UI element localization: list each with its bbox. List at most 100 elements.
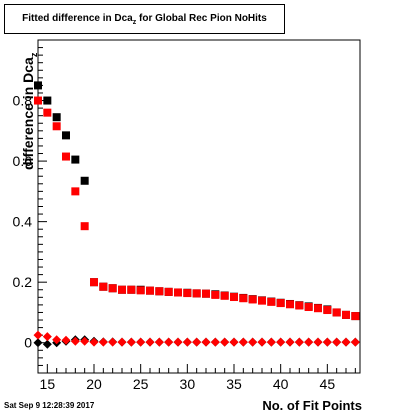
data-point-diamond [154, 337, 164, 347]
data-point-square [90, 278, 98, 287]
data-point-square [127, 285, 136, 294]
data-point-diamond [61, 335, 71, 345]
data-point-diamond [276, 337, 286, 347]
chart-title-rest: for Global Rec Pion NoHits [136, 13, 267, 24]
data-point-diamond [350, 337, 360, 347]
x-tick-label: 45 [320, 376, 336, 392]
timestamp: Sat Sep 9 12:28:39 2017 [4, 401, 95, 410]
x-tick-label: 20 [86, 376, 102, 392]
data-point-diamond [332, 337, 342, 347]
data-point-square [52, 113, 61, 122]
data-point-square [62, 152, 70, 161]
data-point-square [99, 282, 108, 291]
data-point-square [146, 286, 154, 295]
y-tick-label: 0.4 [13, 214, 33, 230]
data-point-diamond [210, 337, 220, 347]
data-point-diamond [229, 337, 239, 347]
data-point-diamond [108, 337, 118, 347]
data-point-square [34, 96, 42, 105]
data-point-diamond [80, 336, 90, 346]
data-point-square [183, 289, 192, 298]
data-point-square [342, 310, 350, 319]
data-point-diamond [341, 337, 351, 347]
data-point-square [43, 96, 52, 105]
x-tick-label: 30 [180, 376, 196, 392]
data-point-square [295, 301, 304, 310]
data-point-square [118, 285, 126, 294]
data-point-square [71, 155, 80, 164]
data-point-square [80, 222, 89, 231]
data-point-square [108, 284, 117, 293]
data-point-square [34, 81, 42, 90]
data-point-diamond [52, 335, 62, 345]
y-tick-label: 0 [24, 335, 32, 351]
data-point-square [239, 294, 248, 303]
data-point-square [332, 308, 341, 317]
data-point-square [286, 300, 294, 309]
data-point-diamond [285, 337, 295, 347]
data-point-diamond [257, 337, 267, 347]
data-point-diamond [294, 337, 304, 347]
data-point-square [52, 122, 61, 131]
data-point-square [43, 108, 52, 117]
data-point-diamond [164, 337, 174, 347]
data-marks [33, 81, 360, 349]
chart-title-box: Fitted difference in Dcaz for Global Rec… [4, 4, 285, 34]
x-tick-label: 35 [226, 376, 242, 392]
y-tick-label: 0.6 [13, 153, 33, 169]
data-point-square [314, 304, 322, 313]
y-tick-label: 0.2 [13, 274, 33, 290]
data-point-diamond [238, 337, 248, 347]
data-point-square [155, 287, 164, 296]
plot-frame [37, 39, 361, 374]
chart-title-main: Fitted difference in Dca [22, 13, 133, 24]
data-point-diamond [304, 337, 314, 347]
data-point-square [351, 312, 360, 321]
y-tick-label: 0.8 [13, 93, 33, 109]
data-point-diamond [33, 338, 43, 348]
chart-title-subscript: z [132, 19, 137, 26]
data-point-diamond [145, 337, 155, 347]
data-point-diamond [42, 339, 52, 349]
chart-title: Fitted difference in Dcaz for Global Rec… [5, 13, 284, 26]
data-point-diamond [192, 337, 202, 347]
y-axis-label: difference in Dcaz [20, 53, 39, 170]
data-point-square [62, 131, 70, 140]
data-point-square [174, 288, 182, 297]
data-point-square [230, 293, 238, 302]
data-point-diamond [136, 337, 146, 347]
data-point-diamond [322, 337, 332, 347]
data-point-diamond [248, 337, 258, 347]
data-point-diamond [117, 337, 127, 347]
data-point-diamond [201, 337, 211, 347]
data-point-square [164, 287, 173, 296]
data-point-square [71, 187, 80, 196]
data-point-square [80, 176, 89, 185]
y-axis-label-main: difference in Dca [20, 57, 36, 170]
data-point-diamond [266, 337, 276, 347]
x-axis-label: No. of Fit Points [262, 398, 362, 413]
data-point-square [267, 297, 276, 306]
x-tick-label: 15 [40, 376, 56, 392]
data-point-diamond [126, 337, 136, 347]
data-point-square [220, 291, 229, 300]
data-point-square [323, 306, 332, 315]
axis-ticks [37, 39, 356, 374]
data-point-diamond [98, 337, 108, 347]
data-point-square [136, 286, 145, 295]
data-point-diamond [33, 330, 43, 340]
data-point-diamond [173, 337, 183, 347]
data-point-diamond [313, 337, 323, 347]
y-axis-label-subscript: z [28, 52, 39, 58]
data-point-square [192, 289, 201, 298]
x-tick-label: 40 [273, 376, 289, 392]
data-point-diamond [220, 337, 230, 347]
data-point-square [211, 290, 220, 299]
data-point-diamond [89, 337, 99, 347]
axis-tick-labels: 15 20 25 30 35 40 45 0 0.2 0.4 0.6 0.8 [13, 93, 336, 392]
data-point-square [248, 295, 257, 304]
data-point-square [304, 303, 313, 312]
data-point-diamond [182, 337, 192, 347]
x-tick-label: 25 [133, 376, 149, 392]
